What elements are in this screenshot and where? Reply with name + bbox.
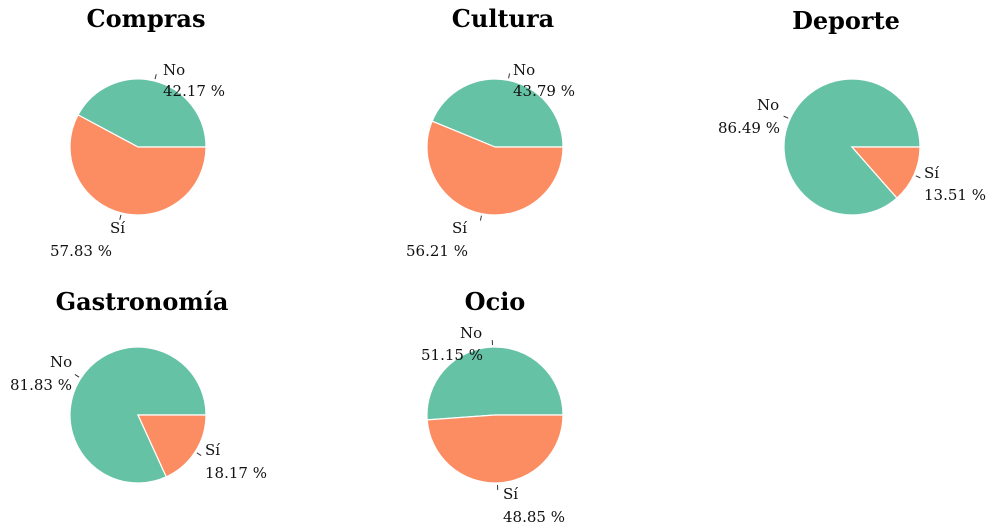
pie-panel-4: Gastronomía No 81.83 % Sí 18.17 % xyxy=(10,287,267,484)
pie-panel-1: Compras No 42.17 % Sí 57.83 % xyxy=(50,4,225,260)
pie-slice-si xyxy=(426,120,564,216)
slice-leader-line xyxy=(119,214,122,220)
slice-value-label: 56.21 % xyxy=(406,242,468,260)
slice-label: Sí xyxy=(110,219,125,237)
slice-leader-line xyxy=(783,115,789,119)
pie-slice-si xyxy=(69,114,207,216)
pie-title: Cultura xyxy=(452,4,554,33)
slice-label: No xyxy=(757,96,779,114)
pie-title: Deporte xyxy=(792,6,900,35)
pie-panel-3: Deporte No 86.49 % Sí 13.51 % xyxy=(718,6,986,216)
slice-value-label: 48.85 % xyxy=(503,508,565,526)
slice-value-label: 42.17 % xyxy=(163,82,225,100)
slice-label: No xyxy=(513,61,535,79)
slice-value-label: 81.83 % xyxy=(10,376,72,394)
slice-value-label: 51.15 % xyxy=(421,346,483,364)
slice-value-label: 57.83 % xyxy=(50,242,112,260)
slice-leader-line xyxy=(479,215,482,221)
pie-panel-5: Ocio No 51.15 % Sí 48.85 % xyxy=(421,287,565,526)
slice-leader-line xyxy=(154,74,157,80)
pie-title: Gastronomía xyxy=(56,287,229,316)
pie-slice-si xyxy=(850,146,921,199)
pie-slice-si xyxy=(137,414,207,478)
slice-leader-line xyxy=(508,73,511,79)
pie-slice-si xyxy=(426,414,564,484)
slice-label: Sí xyxy=(452,219,467,237)
pie-slice-no xyxy=(77,78,207,148)
pie-panel-2: Cultura No 43.79 % Sí 56.21 % xyxy=(406,4,575,260)
pie-slice-no xyxy=(426,346,564,421)
slice-leader-line xyxy=(915,175,921,179)
slice-value-label: 43.79 % xyxy=(513,82,575,100)
slice-label: No xyxy=(163,61,185,79)
pie-title: Ocio xyxy=(465,287,526,316)
slice-label: Sí xyxy=(205,441,220,459)
slice-label: No xyxy=(460,324,482,342)
pie-title: Compras xyxy=(87,4,206,33)
slice-label: Sí xyxy=(503,485,518,503)
slice-value-label: 18.17 % xyxy=(205,464,267,482)
slice-leader-line xyxy=(74,374,80,378)
slice-leader-line xyxy=(196,452,202,456)
slice-label: No xyxy=(50,353,72,371)
slice-value-label: 86.49 % xyxy=(718,119,780,137)
pie-slice-no xyxy=(431,78,564,148)
slice-value-label: 13.51 % xyxy=(924,186,986,204)
slice-label: Sí xyxy=(924,164,939,182)
